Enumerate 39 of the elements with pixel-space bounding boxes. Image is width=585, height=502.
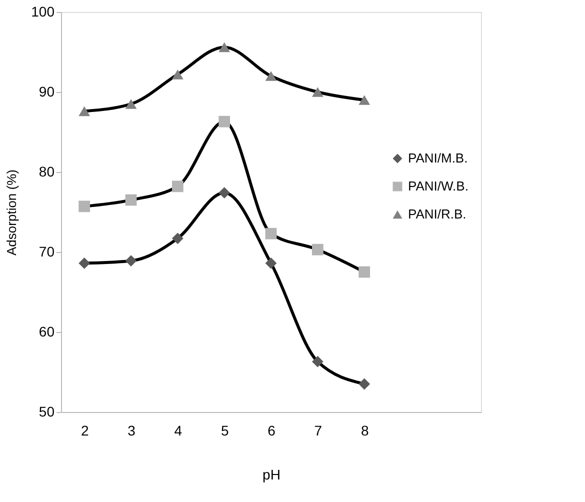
point (358, 266, 370, 278)
point (78, 200, 90, 212)
point (172, 232, 184, 244)
point (218, 42, 230, 52)
x-axis-title: pH (262, 466, 280, 482)
x-tick-label: 3 (128, 422, 136, 438)
y-tick-label: 100 (31, 4, 55, 20)
point (312, 356, 324, 368)
legend-label: PANI/W.B. (408, 178, 468, 194)
y-tick-label: 60 (38, 324, 55, 340)
point (78, 258, 90, 269)
x-tick-label: 6 (268, 422, 276, 438)
x-tick-label: 2 (80, 422, 89, 438)
y-tick-label: 50 (38, 404, 55, 420)
point (265, 258, 277, 269)
x-tick-label: 4 (174, 422, 182, 438)
x-tick-label: 5 (220, 422, 229, 438)
point (125, 194, 137, 206)
x-tick-label: 8 (360, 422, 369, 438)
y-tick-label: 70 (38, 244, 55, 260)
y-axis-title: Adsorption (%) (4, 170, 20, 256)
x-tick-label: 7 (314, 422, 322, 438)
point (358, 378, 370, 390)
point (265, 71, 277, 81)
legend-label: PANI/R.B. (408, 206, 466, 222)
point (265, 228, 277, 240)
point (218, 116, 230, 128)
point (312, 244, 324, 256)
legend-label: PANI/M.B. (408, 150, 468, 166)
point (78, 106, 90, 116)
point (125, 99, 137, 109)
point (172, 180, 184, 192)
y-tick-label: 80 (38, 164, 55, 180)
point (172, 69, 184, 80)
point (218, 187, 230, 198)
point (125, 255, 137, 266)
y-tick-label: 90 (38, 84, 55, 100)
point (312, 87, 324, 97)
point (358, 95, 370, 105)
